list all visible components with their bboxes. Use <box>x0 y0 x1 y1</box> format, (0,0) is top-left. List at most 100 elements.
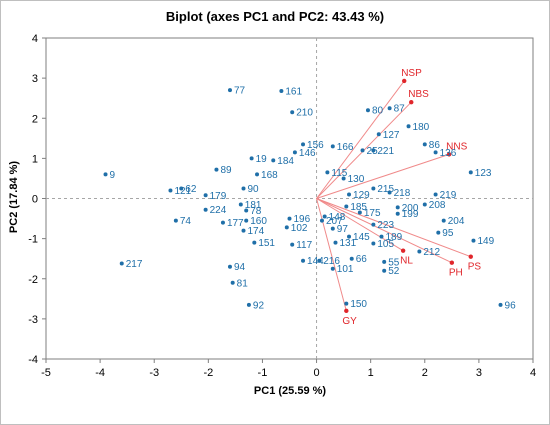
observation-point <box>168 188 173 193</box>
variable-vectors: NSP NBS NNS PS PH NL GY <box>316 68 482 327</box>
observation-point <box>422 202 427 207</box>
observation-label: 117 <box>296 240 312 251</box>
observation-label: 168 <box>261 170 278 181</box>
observation-point <box>249 156 254 161</box>
observation-point <box>252 240 257 245</box>
observation-point <box>271 158 276 163</box>
observation-point <box>322 214 327 219</box>
y-tick-label: 2 <box>32 113 38 125</box>
variable-label: PH <box>449 268 463 279</box>
x-tick-label: 2 <box>422 367 428 379</box>
observation-label: 129 <box>353 190 370 201</box>
observation-label: 78 <box>250 206 262 217</box>
observation-label: 185 <box>350 202 367 213</box>
observation-point <box>284 225 289 230</box>
y-tick-label: -3 <box>28 314 38 326</box>
observation-point <box>317 258 322 263</box>
observation-point <box>371 148 376 153</box>
x-tick-label: 3 <box>476 367 482 379</box>
observation-point <box>436 230 441 235</box>
x-tick-label: -1 <box>258 367 268 379</box>
observation-point <box>333 240 338 245</box>
observation-label: 217 <box>126 259 143 270</box>
observation-label: 149 <box>477 236 494 247</box>
observation-point <box>347 234 352 239</box>
observation-point <box>371 241 376 246</box>
observation-label: 74 <box>180 216 192 227</box>
x-tick-label: 1 <box>368 367 374 379</box>
observation-point <box>347 192 352 197</box>
observation-point <box>244 208 249 213</box>
observation-point <box>376 132 381 137</box>
observation-point <box>246 302 251 307</box>
y-axis-title: PC2 (17.84 %) <box>8 161 20 233</box>
observation-point <box>382 259 387 264</box>
observation-label: 174 <box>248 226 265 237</box>
variable-label: NBS <box>408 89 429 100</box>
observation-point <box>292 150 297 155</box>
axis-titles: PC1 (25.59 %) PC2 (17.84 %) <box>8 161 326 397</box>
observation-point <box>344 204 349 209</box>
observation-label: 148 <box>329 212 346 223</box>
observation-point <box>301 258 306 263</box>
x-tick-label: 4 <box>530 367 536 379</box>
variable-vector-tip <box>468 254 473 259</box>
observation-point <box>379 234 384 239</box>
variable-label: GY <box>342 316 357 327</box>
observation-label: 121 <box>174 186 191 197</box>
observation-point <box>255 172 260 177</box>
x-tick-label: 0 <box>313 367 319 379</box>
observation-point <box>387 190 392 195</box>
observation-point <box>406 124 411 129</box>
variable-vector <box>316 198 404 252</box>
observation-point <box>382 268 387 273</box>
observation-label: 66 <box>356 254 368 265</box>
variable-vector-tip <box>402 78 407 84</box>
observation-point <box>173 218 178 223</box>
observation-point <box>203 207 208 212</box>
observation-point <box>433 192 438 197</box>
observation-label: 150 <box>350 299 367 310</box>
observation-point <box>471 238 476 243</box>
observation-label: 97 <box>337 224 349 235</box>
observation-point <box>371 222 376 227</box>
y-tick-label: -1 <box>28 234 38 246</box>
variable-vector-tip <box>344 308 349 314</box>
observation-point <box>103 172 108 177</box>
observation-point <box>325 170 330 175</box>
x-tick-label: -5 <box>41 367 51 379</box>
variable-vector <box>316 80 405 199</box>
y-tick-label: -4 <box>28 354 38 366</box>
observation-point <box>220 220 225 225</box>
variable-label: NSP <box>401 68 422 79</box>
variable-vector-tip <box>409 100 414 105</box>
y-tick-label: 0 <box>32 194 38 206</box>
observation-point <box>371 186 376 191</box>
observation-point <box>387 106 392 111</box>
variable-label: NL <box>400 256 413 267</box>
variable-label: PS <box>468 262 482 273</box>
observation-label: 156 <box>307 140 324 151</box>
observation-label: 102 <box>291 223 308 234</box>
observation-label: 96 <box>505 300 517 311</box>
observation-label: 189 <box>385 232 402 243</box>
observation-point <box>287 216 292 221</box>
variable-vector <box>316 198 347 311</box>
variable-vector <box>316 153 450 199</box>
observation-label: 199 <box>402 209 419 220</box>
observation-label: 9 <box>110 170 116 181</box>
observation-label: 81 <box>237 278 249 289</box>
observation-label: 207 <box>326 216 343 227</box>
observation-label: 216 <box>323 256 340 267</box>
variable-label: NNS <box>446 141 467 152</box>
observation-point <box>498 302 503 307</box>
observation-point <box>279 88 284 93</box>
observation-point <box>330 266 335 271</box>
observation-point <box>319 218 324 223</box>
observation-point <box>330 144 335 149</box>
observation-label: 177 <box>227 218 244 229</box>
y-tick-label: 4 <box>32 33 38 45</box>
observation-point <box>468 170 473 175</box>
